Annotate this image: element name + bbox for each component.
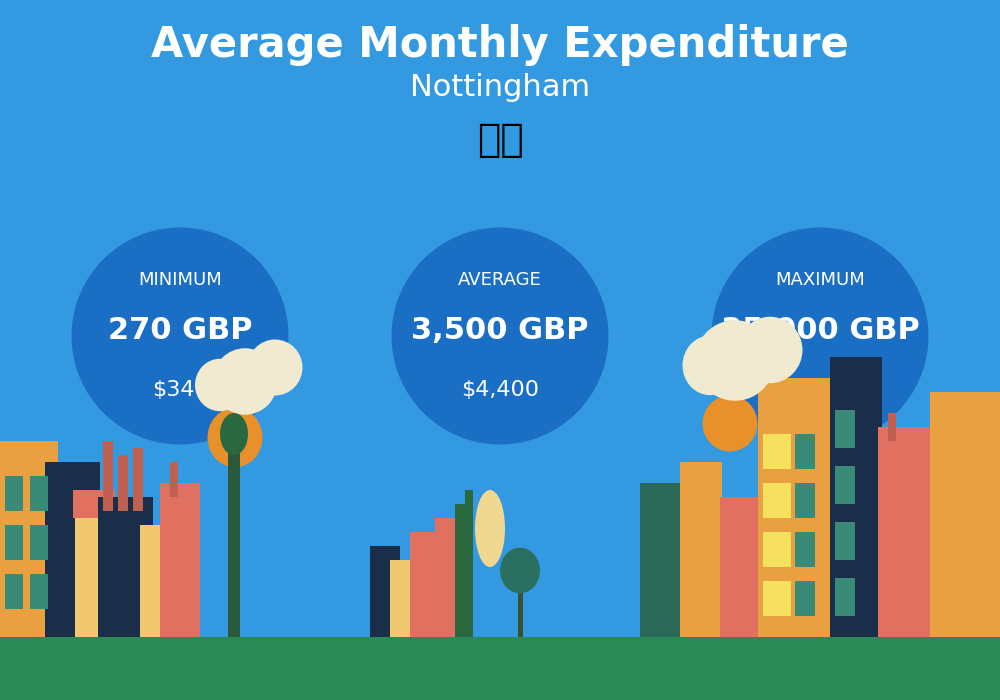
Ellipse shape — [72, 228, 288, 444]
Bar — [835, 522, 855, 560]
Bar — [98, 497, 153, 637]
Text: 🇬🇧: 🇬🇧 — [477, 121, 523, 159]
Bar — [680, 462, 722, 637]
Bar — [410, 532, 438, 637]
Bar — [370, 546, 400, 637]
Ellipse shape — [248, 340, 302, 396]
Bar — [30, 574, 48, 609]
Bar — [758, 378, 833, 637]
Bar — [103, 441, 113, 511]
Bar — [835, 410, 855, 448]
Bar — [763, 483, 791, 518]
Bar — [0, 637, 1000, 700]
Bar — [795, 434, 815, 469]
Ellipse shape — [712, 228, 928, 444]
Bar — [30, 525, 48, 560]
Bar — [888, 413, 896, 441]
Bar — [795, 581, 815, 616]
Text: 270 GBP: 270 GBP — [108, 316, 252, 345]
Text: 35,000 GBP: 35,000 GBP — [721, 316, 919, 345]
Bar — [640, 483, 682, 637]
Ellipse shape — [208, 407, 262, 468]
Bar — [5, 525, 23, 560]
Bar — [720, 497, 760, 637]
Ellipse shape — [738, 316, 802, 384]
Text: $4,400: $4,400 — [461, 380, 539, 400]
Bar — [835, 578, 855, 616]
Bar — [763, 434, 791, 469]
Ellipse shape — [695, 321, 775, 400]
Bar — [763, 532, 791, 567]
Ellipse shape — [220, 413, 248, 455]
Text: $44,000: $44,000 — [774, 380, 866, 400]
Bar — [118, 455, 128, 511]
Text: $340: $340 — [152, 380, 208, 400]
Bar — [133, 448, 143, 511]
Bar — [518, 567, 523, 637]
Ellipse shape — [682, 336, 738, 395]
Ellipse shape — [195, 358, 245, 412]
Bar — [763, 581, 791, 616]
Text: MINIMUM: MINIMUM — [138, 271, 222, 288]
Bar — [75, 504, 113, 637]
Bar — [930, 392, 1000, 637]
Text: Average Monthly Expenditure: Average Monthly Expenditure — [151, 25, 849, 66]
Text: MAXIMUM: MAXIMUM — [775, 271, 865, 288]
Bar — [390, 560, 420, 637]
Bar — [228, 427, 240, 637]
Ellipse shape — [702, 395, 758, 452]
Ellipse shape — [212, 349, 278, 414]
Bar — [795, 483, 815, 518]
Bar — [30, 476, 48, 511]
Bar — [835, 466, 855, 504]
Bar — [795, 532, 815, 567]
Bar — [878, 427, 933, 637]
Bar — [435, 518, 463, 637]
Bar — [5, 476, 23, 511]
Text: Nottingham: Nottingham — [410, 73, 590, 102]
Bar — [830, 357, 882, 637]
Bar — [73, 490, 115, 518]
Bar — [45, 462, 100, 637]
Ellipse shape — [475, 490, 505, 567]
Bar — [465, 490, 473, 637]
Bar — [0, 441, 58, 637]
Bar — [160, 483, 200, 637]
Text: 3,500 GBP: 3,500 GBP — [411, 316, 589, 345]
Bar — [5, 574, 23, 609]
Text: AVERAGE: AVERAGE — [458, 271, 542, 288]
Bar — [455, 504, 465, 637]
Bar — [170, 462, 178, 497]
Ellipse shape — [500, 547, 540, 594]
Ellipse shape — [392, 228, 608, 444]
Bar — [140, 525, 178, 637]
